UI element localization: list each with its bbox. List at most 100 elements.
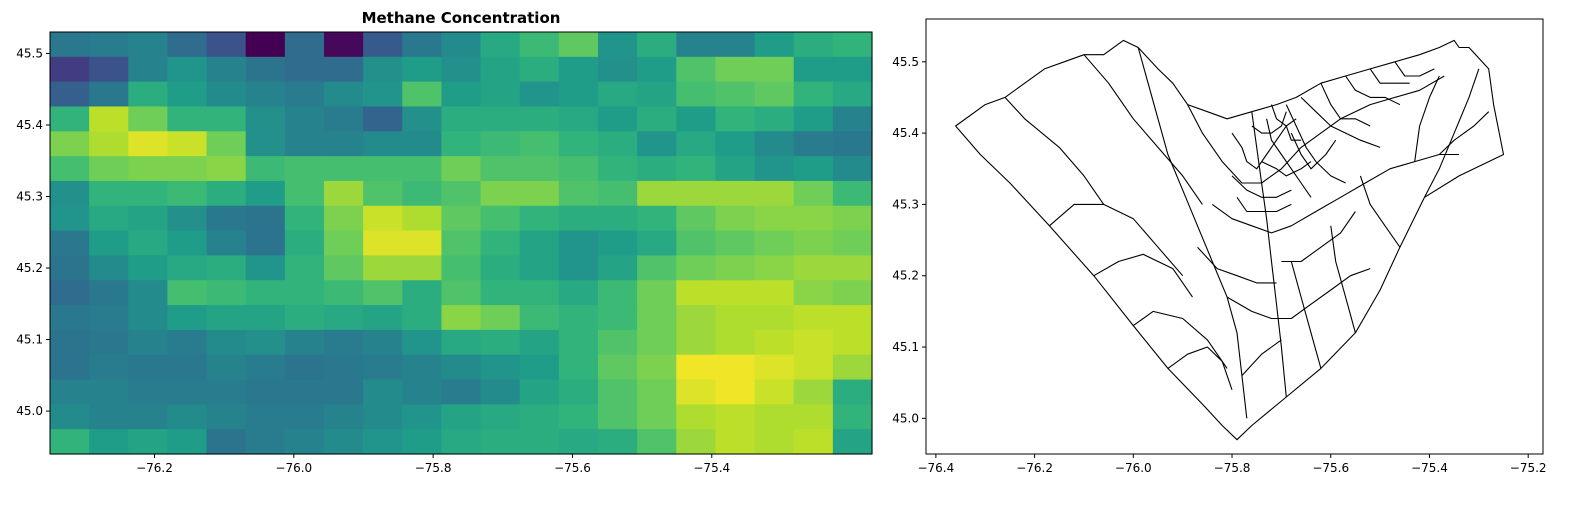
heatmap-cell: [363, 131, 403, 157]
heatmap-cell: [558, 305, 599, 331]
heatmap-cell: [558, 56, 599, 83]
heatmap-cell: [441, 255, 482, 281]
heatmap-cell: [598, 230, 638, 257]
heatmap-cell: [637, 429, 677, 455]
heatmap-cell: [519, 81, 560, 108]
map-x-tick-label: −76.2: [1016, 461, 1053, 475]
heatmap-cell: [206, 429, 247, 455]
district-boundary: [1049, 203, 1184, 277]
heatmap-cell: [793, 106, 834, 132]
heatmap-cell: [128, 305, 169, 331]
map-y-tick-label: 45.1: [892, 340, 919, 354]
heatmap-cell: [402, 32, 443, 58]
heatmap-cell: [363, 404, 403, 430]
heatmap-cell: [128, 81, 169, 108]
heatmap-x-tick-label: −75.4: [693, 461, 730, 475]
heatmap-cell: [206, 305, 247, 331]
heatmap-cell: [676, 354, 717, 381]
heatmap-cell: [89, 56, 129, 83]
heatmap-cell: [832, 354, 873, 381]
boundary-map-panel: −76.4 −76.2 −76.0 −75.8 −75.6 −75.4 −75.2 45.0…: [892, 18, 1547, 475]
heatmap-cell: [245, 156, 286, 182]
heatmap-cell: [715, 156, 756, 182]
heatmap-cell: [441, 156, 482, 182]
heatmap-cell: [676, 379, 717, 405]
heatmap-cell: [363, 180, 403, 207]
heatmap-cell: [558, 329, 599, 356]
city-outline: [955, 39, 1505, 441]
heatmap-cell: [363, 280, 403, 306]
heatmap-cell: [754, 205, 795, 232]
heatmap-cell: [324, 56, 364, 83]
heatmap-cell: [637, 230, 677, 257]
heatmap-cell: [832, 379, 873, 405]
heatmap-y-tick-label: 45.2: [16, 261, 43, 275]
heatmap-cell: [637, 56, 677, 83]
heatmap-cell: [128, 205, 169, 232]
heatmap-cell: [558, 81, 599, 108]
heatmap-y-tick-label: 45.3: [16, 190, 43, 204]
heatmap-cell: [245, 379, 286, 405]
heatmap-cell: [793, 131, 834, 157]
heatmap-cell: [363, 56, 403, 83]
heatmap-cell: [245, 354, 286, 381]
heatmap-cell: [832, 429, 873, 455]
heatmap-cell: [637, 354, 677, 381]
heatmap-x-tick-label: −75.6: [554, 461, 591, 475]
heatmap-cell: [793, 156, 834, 182]
map-y-tick-label: 45.2: [892, 269, 919, 283]
heatmap-cell: [245, 255, 286, 281]
heatmap-cell: [284, 379, 325, 405]
heatmap-frame: [49, 31, 873, 455]
heatmap-cell: [89, 156, 129, 182]
heatmap-title: Methane Concentration: [362, 9, 561, 27]
heatmap-cell: [558, 32, 599, 58]
map-y-tick-label: 45.4: [892, 126, 919, 140]
district-boundary: [1132, 310, 1228, 369]
map-x-tick-label: −75.6: [1312, 461, 1349, 475]
map-y-tick-label: 45.3: [892, 197, 919, 211]
district-boundary: [1004, 97, 1105, 205]
heatmap-cell: [637, 305, 677, 331]
heatmap-cell: [793, 354, 834, 381]
heatmap-cell: [676, 180, 717, 207]
heatmap-cell: [598, 305, 638, 331]
heatmap-cell: [480, 379, 521, 405]
heatmap-cell: [715, 205, 756, 232]
heatmap-cell: [480, 81, 521, 108]
heatmap-cell: [89, 329, 129, 356]
heatmap-cell: [89, 131, 129, 157]
heatmap-cell: [167, 429, 208, 455]
district-boundary: [1083, 54, 1203, 205]
heatmap-y-axis: 45.0 45.1 45.2 45.3 45.4 45.5: [16, 46, 50, 418]
heatmap-cell: [558, 255, 599, 281]
heatmap-cell: [363, 305, 403, 331]
heatmap-cell: [50, 429, 90, 455]
map-x-axis: −76.4 −76.2 −76.0 −75.8 −75.6 −75.4 −75.2: [917, 454, 1547, 475]
heatmap-cell: [89, 255, 129, 281]
heatmap-cell: [832, 205, 873, 232]
map-x-tick-label: −76.0: [1115, 461, 1152, 475]
heatmap-cell: [793, 205, 834, 232]
heatmap-cell: [715, 305, 756, 331]
heatmap-cell: [284, 255, 325, 281]
heatmap-cell: [598, 404, 638, 430]
heatmap-y-tick-label: 45.0: [16, 404, 43, 418]
heatmap-cell: [441, 81, 482, 108]
map-y-tick-label: 45.0: [892, 411, 919, 425]
heatmap-cell: [245, 329, 286, 356]
heatmap-cell: [128, 429, 169, 455]
heatmap-cell: [598, 379, 638, 405]
district-boundary: [1414, 75, 1440, 162]
heatmap-cell: [402, 131, 443, 157]
heatmap-cell: [50, 329, 90, 356]
heatmap-cell: [832, 156, 873, 182]
map-x-tick-label: −75.8: [1214, 461, 1251, 475]
district-boundary: [1369, 68, 1410, 84]
heatmap-cell: [598, 205, 638, 232]
district-boundary: [1137, 47, 1248, 419]
heatmap-cell: [754, 131, 795, 157]
heatmap-cell: [519, 230, 560, 257]
heatmap-cell: [676, 56, 717, 83]
heatmap-cell: [324, 81, 364, 108]
